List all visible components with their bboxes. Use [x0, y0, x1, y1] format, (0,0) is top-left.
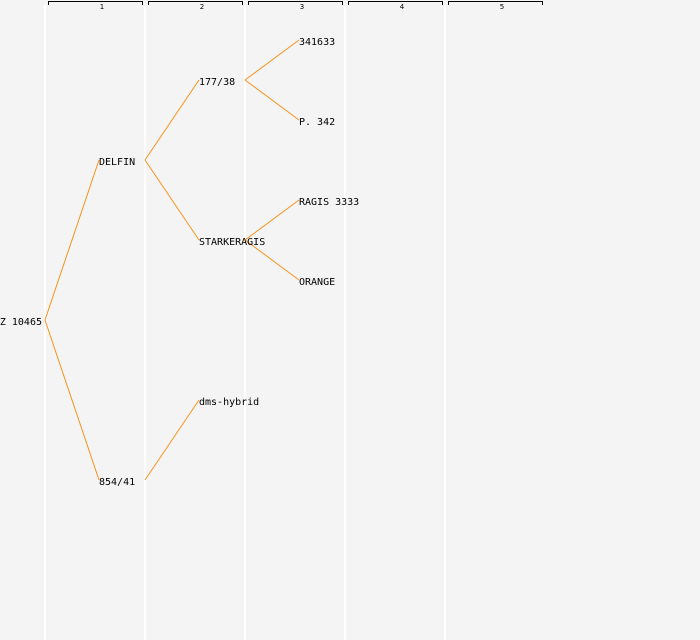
edge — [244, 79, 300, 121]
column-number: 1 — [100, 3, 104, 11]
header-bracket — [148, 1, 243, 5]
header-bracket — [48, 1, 143, 5]
node-label: ORANGE — [299, 277, 335, 288]
header-bracket — [248, 1, 343, 5]
nodes: Z 10465 DELFIN 854/41 177/38 STARKERAGIS… — [0, 37, 359, 488]
column-lines — [44, 5, 446, 640]
node-label: dms-hybrid — [199, 397, 259, 408]
header-bracket — [348, 1, 443, 5]
node-label: 854/41 — [99, 477, 135, 488]
column-number: 4 — [400, 3, 405, 11]
edge — [144, 159, 200, 241]
node-label: RAGIS 3333 — [299, 197, 359, 208]
node-label: 341633 — [299, 37, 335, 48]
column-number: 2 — [200, 3, 204, 11]
edges — [44, 39, 300, 481]
edge — [244, 239, 300, 281]
node-label: DELFIN — [99, 157, 135, 168]
header-bracket — [448, 1, 543, 5]
column-number: 3 — [300, 3, 304, 11]
edge — [244, 199, 300, 241]
node-label: STARKERAGIS — [199, 237, 265, 248]
edge — [244, 39, 300, 81]
node-label: P. 342 — [299, 117, 335, 128]
edge — [44, 159, 100, 321]
column-headers: 1 2 3 4 5 — [48, 1, 543, 11]
node-label: Z 10465 — [0, 317, 42, 328]
edge — [44, 319, 100, 481]
edge — [144, 79, 200, 161]
node-label: 177/38 — [199, 77, 235, 88]
edge — [144, 399, 200, 481]
column-number: 5 — [500, 3, 504, 11]
